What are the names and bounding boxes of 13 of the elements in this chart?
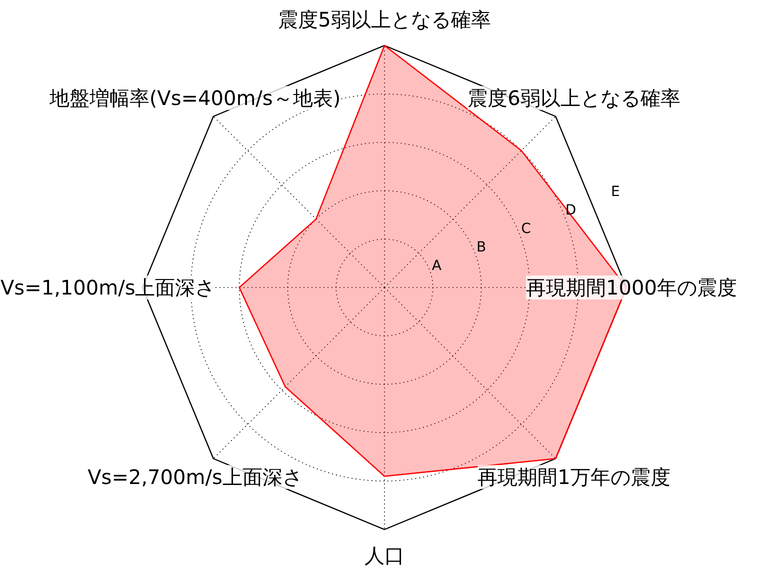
y-tick-label: D	[565, 202, 576, 218]
spoke-label: 震度5弱以上となる確率	[278, 8, 491, 32]
y-tick-label: C	[521, 220, 532, 237]
spoke-label: 地盤増幅率(Vs=400m/s～地表)	[48, 86, 341, 110]
spoke-label: Vs=2,700m/s上面深さ	[88, 465, 302, 490]
y-tick-label: E	[611, 184, 620, 200]
spoke-label: 震度6弱以上となる確率	[468, 86, 680, 110]
spoke-label: Vs=1,100m/s上面深さ	[0, 276, 216, 300]
spoke-label: 再現期間1000年の震度	[526, 276, 737, 300]
spoke-label: 再現期間1万年の震度	[478, 465, 670, 490]
spoke-label: 人口	[364, 544, 404, 568]
y-tick-label: A	[432, 258, 442, 274]
y-tick-label: B	[476, 239, 486, 256]
